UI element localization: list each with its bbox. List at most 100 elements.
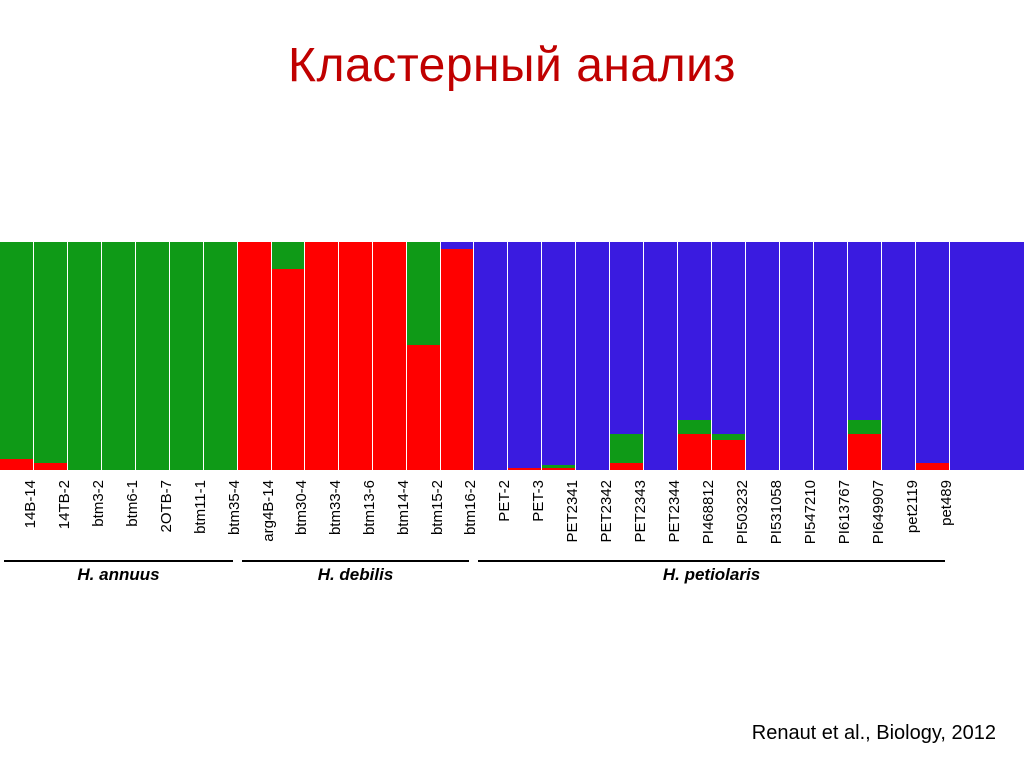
slide: Кластерный анализ 14B-14 14TB-2 btm3-2 btm6…: [0, 0, 1024, 767]
group-line: [242, 560, 469, 562]
bar-segment: [407, 345, 440, 470]
x-label: PI531058: [768, 480, 785, 544]
x-label: PET2343: [632, 480, 649, 543]
bar-segment: [780, 242, 813, 470]
bar-segment: [170, 242, 203, 470]
x-label: btm15-2: [429, 480, 446, 535]
bar: [204, 242, 237, 470]
x-label: PET-3: [530, 480, 547, 522]
bar-segment: [272, 269, 304, 470]
bar-segment: [746, 242, 779, 470]
bar: [238, 242, 271, 470]
bar: [610, 242, 643, 470]
group-label: H. annuus: [4, 565, 233, 585]
x-label: PI613767: [836, 480, 853, 544]
x-label: 14B-14: [22, 480, 39, 528]
bar: [68, 242, 101, 470]
bar-segment: [34, 463, 67, 470]
bar: [848, 242, 881, 470]
bar: [644, 242, 677, 470]
bar-segment: [305, 242, 338, 470]
bar: [542, 242, 575, 470]
bar-segment: [610, 242, 643, 434]
bar-segment: [950, 242, 1024, 470]
bar: [407, 242, 440, 470]
group-label: H. petiolaris: [478, 565, 945, 585]
bar-segment: [814, 242, 847, 470]
bar-segment: [339, 242, 372, 470]
bar-segment: [712, 434, 745, 441]
x-label: PI468812: [700, 480, 717, 544]
x-label: PET-2: [496, 480, 513, 522]
group-label: H. debilis: [242, 565, 469, 585]
bar: [272, 242, 304, 470]
x-label: PI649907: [870, 480, 887, 544]
bar-segment: [542, 468, 575, 470]
bar-segment: [238, 242, 271, 470]
bar-segment: [916, 463, 949, 470]
bar-segment: [272, 242, 304, 269]
x-label: PI503232: [734, 480, 751, 544]
bar-segment: [102, 242, 135, 470]
bar-segment: [882, 242, 915, 470]
bar-segment: [441, 242, 473, 249]
x-label: btm35-4: [226, 480, 243, 535]
bar-segment: [508, 242, 541, 468]
x-label: btm16-2: [462, 480, 479, 535]
bar: [136, 242, 169, 470]
bar-segment: [136, 242, 169, 470]
x-label: btm3-2: [90, 480, 107, 527]
bar-segment: [68, 242, 101, 470]
bar-segment: [508, 468, 541, 470]
bar-segment: [34, 242, 67, 463]
bar-segment: [712, 440, 745, 470]
bar-segment: [0, 242, 33, 459]
bar: [746, 242, 779, 470]
bar-segment: [916, 242, 949, 463]
bar: [0, 242, 33, 470]
bar: [170, 242, 203, 470]
structure-chart: [0, 242, 1024, 470]
bar-segment: [204, 242, 237, 470]
bar: [678, 242, 711, 470]
x-label: btm13-6: [361, 480, 378, 535]
x-label: arg4B-14: [260, 480, 277, 542]
citation: Renaut et al., Biology, 2012: [752, 722, 996, 745]
bar: [576, 242, 609, 470]
x-label: btm30-4: [293, 480, 310, 535]
x-label: btm11-1: [192, 480, 209, 534]
group-line: [4, 560, 233, 562]
bar-segment: [712, 242, 745, 434]
bar: [882, 242, 915, 470]
bar-segment: [0, 459, 33, 470]
bar-segment: [373, 242, 406, 470]
bar: [916, 242, 949, 470]
x-label: btm33-4: [327, 480, 344, 535]
x-label: PI547210: [802, 480, 819, 544]
slide-title: Кластерный анализ: [0, 38, 1024, 93]
bar-segment: [474, 242, 507, 470]
x-label: PET2341: [564, 480, 581, 543]
bar-segment: [610, 463, 643, 470]
bar: [950, 242, 1024, 470]
bar-segment: [678, 434, 711, 470]
bar-segment: [610, 434, 643, 464]
x-label: pet489: [938, 480, 955, 526]
bar-segment: [848, 420, 881, 434]
bar-segment: [848, 434, 881, 470]
bar: [34, 242, 67, 470]
x-label: 2OTB-7: [158, 480, 175, 533]
bar: [305, 242, 338, 470]
x-label: btm6-1: [124, 480, 141, 527]
x-label: PET2344: [666, 480, 683, 543]
bar: [712, 242, 745, 470]
bar: [814, 242, 847, 470]
bar-segment: [644, 242, 677, 470]
bar: [474, 242, 507, 470]
bar-segment: [848, 242, 881, 420]
x-label: btm14-4: [395, 480, 412, 535]
x-label: PET2342: [598, 480, 615, 543]
x-label: 14TB-2: [56, 480, 73, 529]
bar: [373, 242, 406, 470]
bar-segment: [678, 420, 711, 434]
